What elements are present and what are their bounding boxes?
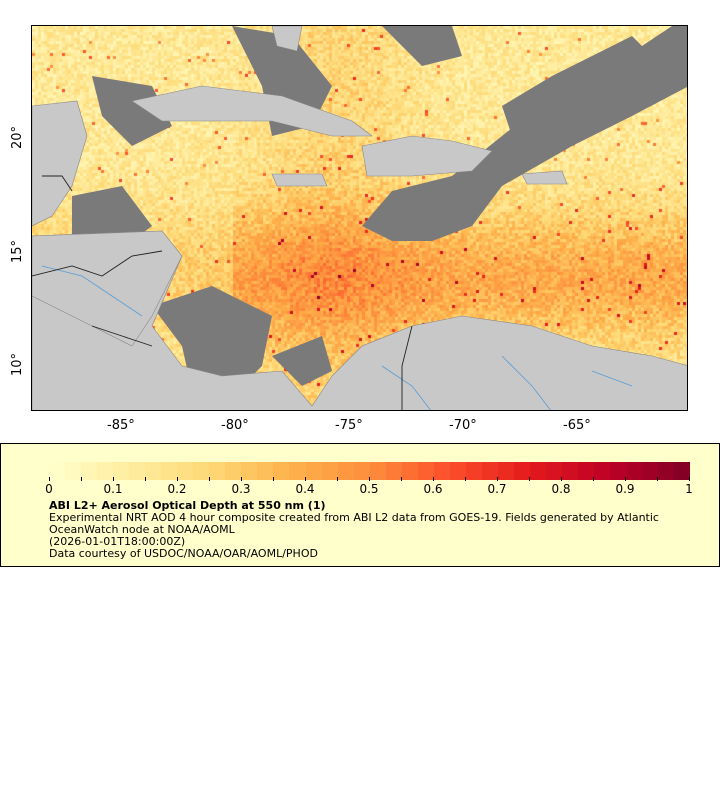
colorbar-segment [481,462,498,480]
colorbar-tick [337,477,338,481]
colorbar-segment [385,462,402,480]
colorbar-tick [689,477,690,481]
colorbar-segment [610,462,627,480]
colorbar-segment [545,462,562,480]
legend: 0 0.1 0.2 0.3 0.4 0.5 0.6 0.7 0.8 0.9 1 ABI L2+ Ae… [0,443,720,567]
legend-credit: Data courtesy of USDOC/NOAA/OAR/AOML/PHO… [49,547,318,560]
colorbar-segment [497,462,514,480]
colorbar-tick [593,477,594,481]
colorbar [49,462,691,480]
colorbar-segment [417,462,434,480]
colorbar-label: 1 [685,482,693,496]
colorbar-segment [594,462,611,480]
colorbar-segment [305,462,322,480]
colorbar-tick [241,477,242,481]
colorbar-tick [145,477,146,481]
map-overlay [32,26,687,410]
colorbar-tick [49,477,50,481]
land [32,26,687,410]
colorbar-tick [113,477,114,481]
colorbar-label: 0.7 [487,482,507,496]
colorbar-label: 0.4 [295,482,315,496]
colorbar-label: 0.6 [423,482,443,496]
colorbar-segment [433,462,450,480]
colorbar-segment [353,462,370,480]
colorbar-tick [81,477,82,481]
colorbar-segment [674,462,691,480]
colorbar-segment [321,462,338,480]
colorbar-tick [561,477,562,481]
colorbar-label: 0.3 [231,482,251,496]
legend-title: ABI L2+ Aerosol Optical Depth at 550 nm … [49,499,326,512]
colorbar-segment [177,462,194,480]
x-tick-label: -75° [335,418,363,433]
colorbar-tick [465,477,466,481]
colorbar-label: 0.1 [103,482,123,496]
colorbar-segment [658,462,675,480]
y-tick-label: 15° [10,239,26,264]
colorbar-tick [529,477,530,481]
colorbar-segment [145,462,162,480]
x-tick-label: -70° [449,418,477,433]
colorbar-segment [113,462,130,480]
colorbar-segment [529,462,546,480]
colorbar-tick [497,477,498,481]
aod-map[interactable] [31,25,688,411]
x-tick-label: -65° [563,418,591,433]
colorbar-label: 0.5 [359,482,379,496]
colorbar-segment [273,462,290,480]
legend-time: (2026-01-01T18:00:00Z) [49,535,186,548]
colorbar-segment [562,462,579,480]
colorbar-segment [401,462,418,480]
colorbar-segment [369,462,386,480]
colorbar-segment [65,462,82,480]
colorbar-segment [161,462,178,480]
colorbar-tick [657,477,658,481]
x-tick-label: -85° [107,418,135,433]
colorbar-label: 0.2 [167,482,187,496]
colorbar-label: 0 [45,482,53,496]
colorbar-segment [449,462,466,480]
colorbar-segment [209,462,226,480]
colorbar-segment [129,462,146,480]
colorbar-tick [369,477,370,481]
colorbar-segment [513,462,530,480]
colorbar-segment [225,462,242,480]
colorbar-segment [465,462,482,480]
colorbar-segment [193,462,210,480]
colorbar-segment [578,462,595,480]
legend-description: Experimental NRT AOD 4 hour composite cr… [49,511,659,536]
colorbar-segment [257,462,274,480]
colorbar-segment [337,462,354,480]
x-tick-label: -80° [221,418,249,433]
colorbar-tick [401,477,402,481]
colorbar-tick [209,477,210,481]
colorbar-label: 0.9 [615,482,635,496]
colorbar-segment [97,462,114,480]
colorbar-segment [626,462,643,480]
colorbar-tick [273,477,274,481]
colorbar-segment [642,462,659,480]
colorbar-segment [81,462,98,480]
borders [32,175,413,410]
colorbar-tick [177,477,178,481]
colorbar-tick [305,477,306,481]
colorbar-segment [289,462,306,480]
colorbar-segment [49,462,66,480]
rivers [41,265,633,410]
colorbar-tick [625,477,626,481]
colorbar-label: 0.8 [551,482,571,496]
colorbar-tick [433,477,434,481]
y-tick-label: 10° [10,352,26,377]
y-tick-label: 20° [10,125,26,150]
colorbar-segment [241,462,258,480]
